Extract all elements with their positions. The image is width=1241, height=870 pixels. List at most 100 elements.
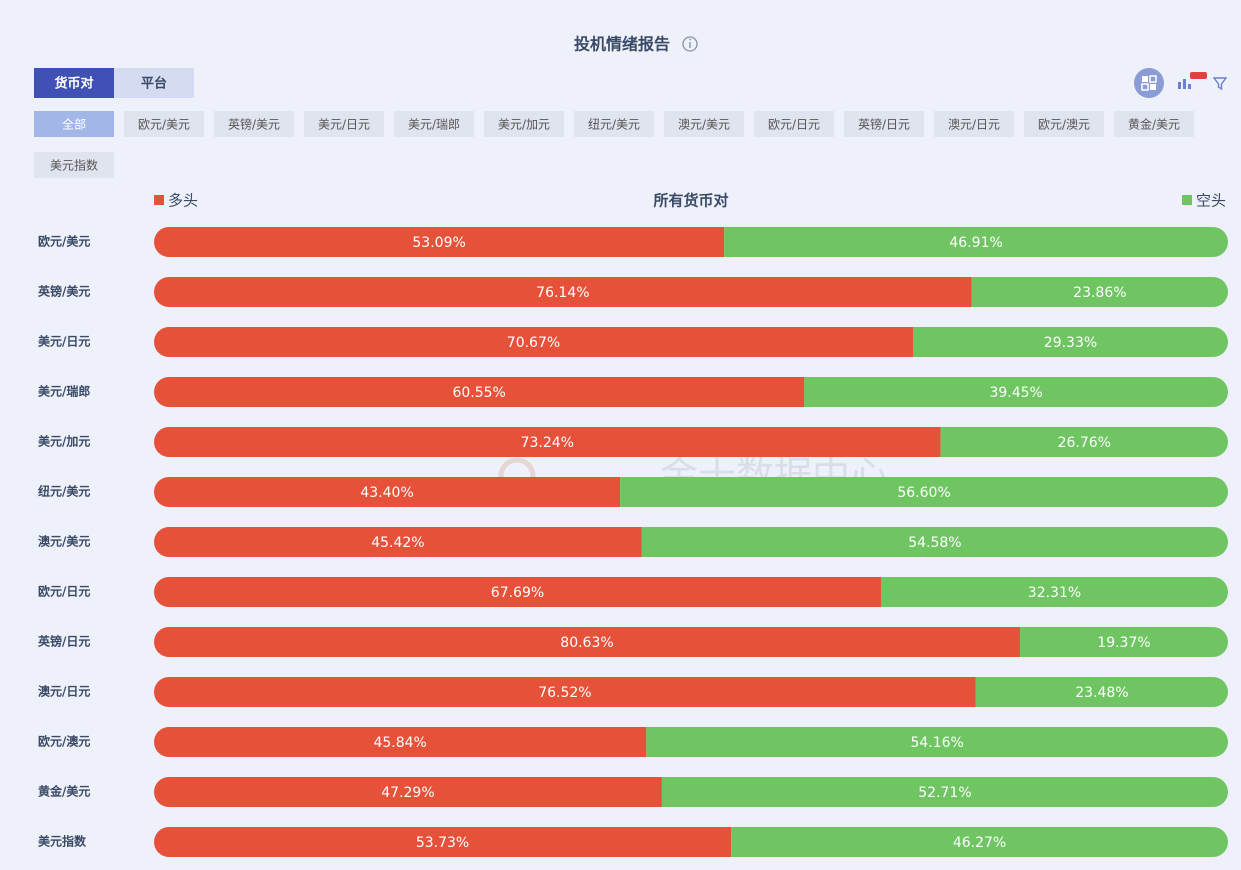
bar-segment bbox=[912, 327, 1228, 357]
legend-label: 空头 bbox=[1196, 192, 1226, 210]
filter-bg[interactable] bbox=[1114, 111, 1194, 137]
filter-bg[interactable] bbox=[124, 111, 204, 137]
bar-row bbox=[154, 727, 1228, 757]
bar-segment bbox=[620, 477, 1228, 507]
filter-bg[interactable] bbox=[304, 111, 384, 137]
filter-bg[interactable] bbox=[754, 111, 834, 137]
filter-bg[interactable] bbox=[214, 111, 294, 137]
y-tick-label: 澳元/美元 bbox=[38, 534, 90, 549]
value-label: 45.84% bbox=[373, 735, 426, 751]
filter-bg[interactable] bbox=[34, 111, 114, 137]
filter-label[interactable]: 黄金/美元 bbox=[1128, 117, 1180, 132]
filter-button[interactable]: 澳元/日元 bbox=[934, 111, 1014, 137]
filter-button[interactable]: 黄金/美元 bbox=[1114, 111, 1194, 137]
bar-row bbox=[154, 677, 1228, 707]
filter-button[interactable]: 欧元/澳元 bbox=[1024, 111, 1104, 137]
bar-segment bbox=[154, 477, 621, 507]
filter-button[interactable]: 美元/瑞郎 bbox=[394, 111, 474, 137]
tab-label[interactable]: 货币对 bbox=[54, 76, 93, 92]
y-tick-label: 美元/日元 bbox=[38, 334, 90, 349]
page-title: 投机情绪报告 bbox=[574, 35, 670, 54]
filter-bg[interactable] bbox=[34, 152, 114, 178]
y-tick-label: 美元指数 bbox=[38, 834, 87, 849]
bar-row bbox=[154, 777, 1228, 807]
bar-row bbox=[154, 577, 1228, 607]
value-label: 70.67% bbox=[507, 335, 560, 351]
y-tick-label: 欧元/日元 bbox=[38, 584, 90, 599]
bar-segment bbox=[154, 327, 913, 357]
filter-button[interactable]: 美元指数 bbox=[34, 152, 114, 178]
y-tick-label: 美元/加元 bbox=[38, 434, 90, 449]
value-label: 32.31% bbox=[1028, 585, 1081, 601]
bar-segment bbox=[804, 377, 1228, 407]
info-icon[interactable] bbox=[682, 36, 698, 52]
filter-button[interactable]: 英镑/日元 bbox=[844, 111, 924, 137]
chart-icon[interactable] bbox=[1178, 72, 1207, 89]
bar-segment bbox=[661, 777, 1228, 807]
bar-segment bbox=[154, 527, 642, 557]
bar-row bbox=[154, 277, 1228, 307]
value-label: 46.91% bbox=[949, 235, 1002, 251]
filter-label[interactable]: 纽元/美元 bbox=[588, 118, 640, 132]
bar-segment bbox=[1019, 627, 1228, 657]
filter-bg[interactable] bbox=[394, 111, 474, 137]
value-label: 54.16% bbox=[910, 735, 963, 751]
value-label: 19.37% bbox=[1097, 635, 1150, 651]
filter-bg[interactable] bbox=[844, 111, 924, 137]
filter-button[interactable]: 欧元/日元 bbox=[754, 111, 834, 137]
filter-bg[interactable] bbox=[484, 111, 564, 137]
filter-bg[interactable] bbox=[574, 111, 654, 137]
value-label: 47.29% bbox=[381, 785, 434, 801]
tab[interactable]: 平台 bbox=[114, 68, 194, 98]
filter-label[interactable]: 欧元/美元 bbox=[138, 118, 190, 132]
layout-toggle[interactable] bbox=[1134, 68, 1164, 98]
filter-bg[interactable] bbox=[1024, 111, 1104, 137]
bar-segment bbox=[731, 827, 1228, 857]
bar-segment bbox=[971, 277, 1228, 307]
filter-bg[interactable] bbox=[934, 111, 1014, 137]
tab[interactable]: 货币对 bbox=[34, 68, 114, 98]
filter-label[interactable]: 澳元/日元 bbox=[948, 118, 1000, 132]
bar-segment bbox=[154, 377, 805, 407]
filter-label[interactable]: 美元指数 bbox=[50, 158, 98, 173]
filter-label[interactable]: 英镑/美元 bbox=[228, 117, 280, 132]
filter-button[interactable]: 纽元/美元 bbox=[574, 111, 654, 137]
bar-segment bbox=[154, 827, 732, 857]
filter-bg[interactable] bbox=[664, 111, 744, 137]
tab-bg[interactable] bbox=[34, 68, 114, 98]
filter-label[interactable]: 美元/加元 bbox=[498, 118, 550, 132]
tab-bg[interactable] bbox=[114, 68, 194, 98]
bar-row bbox=[154, 477, 1228, 507]
tab-label[interactable]: 平台 bbox=[141, 76, 167, 92]
filter-icon[interactable] bbox=[1212, 77, 1228, 91]
bar-segment bbox=[154, 277, 972, 307]
legend-label: 多头 bbox=[168, 192, 198, 210]
bar-row bbox=[154, 377, 1228, 407]
bar-segment bbox=[880, 577, 1228, 607]
filter-button[interactable]: 英镑/美元 bbox=[214, 111, 294, 137]
value-label: 26.76% bbox=[1058, 435, 1111, 451]
filter-label[interactable]: 全部 bbox=[62, 117, 86, 132]
bar-segment bbox=[154, 727, 647, 757]
y-tick-label: 英镑/美元 bbox=[38, 284, 90, 299]
filter-label[interactable]: 欧元/日元 bbox=[768, 118, 820, 132]
filter-label[interactable]: 澳元/美元 bbox=[678, 118, 730, 132]
y-tick-label: 澳元/日元 bbox=[38, 684, 90, 699]
filter-label[interactable]: 英镑/日元 bbox=[858, 117, 910, 132]
value-label: 52.71% bbox=[918, 785, 971, 801]
filter-label[interactable]: 美元/日元 bbox=[318, 118, 370, 132]
filter-button[interactable]: 美元/日元 bbox=[304, 111, 384, 137]
value-label: 23.48% bbox=[1075, 685, 1128, 701]
filter-label[interactable]: 欧元/澳元 bbox=[1038, 118, 1090, 132]
filter-button[interactable]: 美元/加元 bbox=[484, 111, 564, 137]
bar-row bbox=[154, 227, 1228, 257]
bar-segment bbox=[975, 677, 1228, 707]
y-tick-label: 英镑/日元 bbox=[38, 634, 90, 649]
filter-button[interactable]: 欧元/美元 bbox=[124, 111, 204, 137]
bar-row bbox=[154, 827, 1228, 857]
filter-button[interactable]: 全部 bbox=[34, 111, 114, 137]
filter-button[interactable]: 澳元/美元 bbox=[664, 111, 744, 137]
y-tick-label: 黄金/美元 bbox=[38, 784, 90, 799]
filter-label[interactable]: 美元/瑞郎 bbox=[408, 118, 460, 132]
